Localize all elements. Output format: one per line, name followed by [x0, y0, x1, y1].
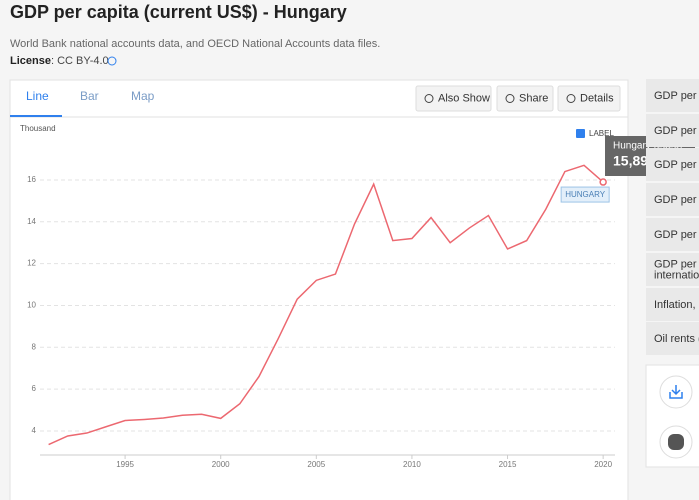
- x-tick-label: 2000: [212, 460, 230, 469]
- sidebar-text[interactable]: Inflation,: [654, 299, 696, 311]
- sidebar-text[interactable]: GDP per c: [654, 159, 699, 171]
- y-unit: Thousand: [20, 124, 56, 133]
- chart-card: [9, 79, 629, 500]
- button[interactable]: [415, 85, 492, 112]
- button-icon: [566, 94, 576, 103]
- button-label[interactable]: Share: [519, 92, 548, 104]
- sidebar-item[interactable]: [646, 218, 699, 251]
- sidebar-text[interactable]: GDP per c: [654, 90, 699, 102]
- sidebar-text[interactable]: GDP per c: [654, 258, 699, 270]
- sidebar-text[interactable]: GDP per c: [654, 125, 699, 137]
- button-label[interactable]: Details: [580, 92, 614, 104]
- highlight-point: [599, 178, 607, 186]
- license-value: : CC BY-4.0: [51, 55, 109, 67]
- download-icon[interactable]: [659, 375, 693, 409]
- info-icon[interactable]: [107, 56, 117, 66]
- x-tick-label: 2010: [403, 460, 421, 469]
- database-glyph: [668, 434, 684, 450]
- sidebar-item[interactable]: [646, 79, 699, 112]
- y-tick-label: 14: [27, 217, 36, 226]
- y-tick-label: 16: [27, 175, 36, 184]
- y-tick-label: 4: [32, 426, 37, 435]
- tab[interactable]: Line: [26, 89, 49, 103]
- x-tick-label: 2015: [499, 460, 517, 469]
- series-label-box: [560, 186, 610, 203]
- y-tick-label: 12: [27, 259, 36, 268]
- y-tick-label: 6: [32, 384, 37, 393]
- download-glyph: [669, 385, 683, 399]
- sidebar-item[interactable]: [646, 253, 699, 286]
- button-label[interactable]: Also Show: [438, 92, 490, 104]
- tab[interactable]: Map: [131, 89, 155, 103]
- button-icon: [424, 94, 434, 103]
- sidebar-text[interactable]: GDP per c: [654, 194, 699, 206]
- x-tick-label: 2005: [307, 460, 325, 469]
- sidebar-item[interactable]: [646, 288, 699, 321]
- sidebar-text[interactable]: GDP per c: [654, 229, 699, 241]
- sidebar-text[interactable]: Oil rents (: [654, 333, 699, 345]
- sidebar-item[interactable]: [646, 183, 699, 216]
- source: World Bank national accounts data, and O…: [10, 38, 380, 50]
- license-label: License: [10, 55, 51, 67]
- sidebar-text[interactable]: internatio: [654, 269, 699, 281]
- page-title: GDP per capita (current US$) - Hungary: [10, 2, 347, 22]
- tools-panel: [645, 364, 699, 468]
- x-tick-label: 2020: [594, 460, 612, 469]
- button-icon: [505, 94, 515, 103]
- tab[interactable]: Bar: [80, 89, 99, 103]
- label-checkbox[interactable]: [576, 129, 585, 138]
- x-tick-label: 1995: [116, 460, 134, 469]
- label-toggle: LABEL: [589, 129, 614, 138]
- series-label: HUNGARY: [565, 190, 606, 199]
- sidebar-item[interactable]: [646, 148, 699, 181]
- sidebar-item[interactable]: [646, 114, 699, 147]
- database-icon[interactable]: [659, 425, 693, 459]
- button[interactable]: [496, 85, 554, 112]
- y-tick-label: 8: [32, 342, 37, 351]
- button[interactable]: [557, 85, 621, 112]
- series-line: [48, 164, 604, 446]
- sidebar-item[interactable]: [646, 322, 699, 355]
- y-tick-label: 10: [27, 301, 36, 310]
